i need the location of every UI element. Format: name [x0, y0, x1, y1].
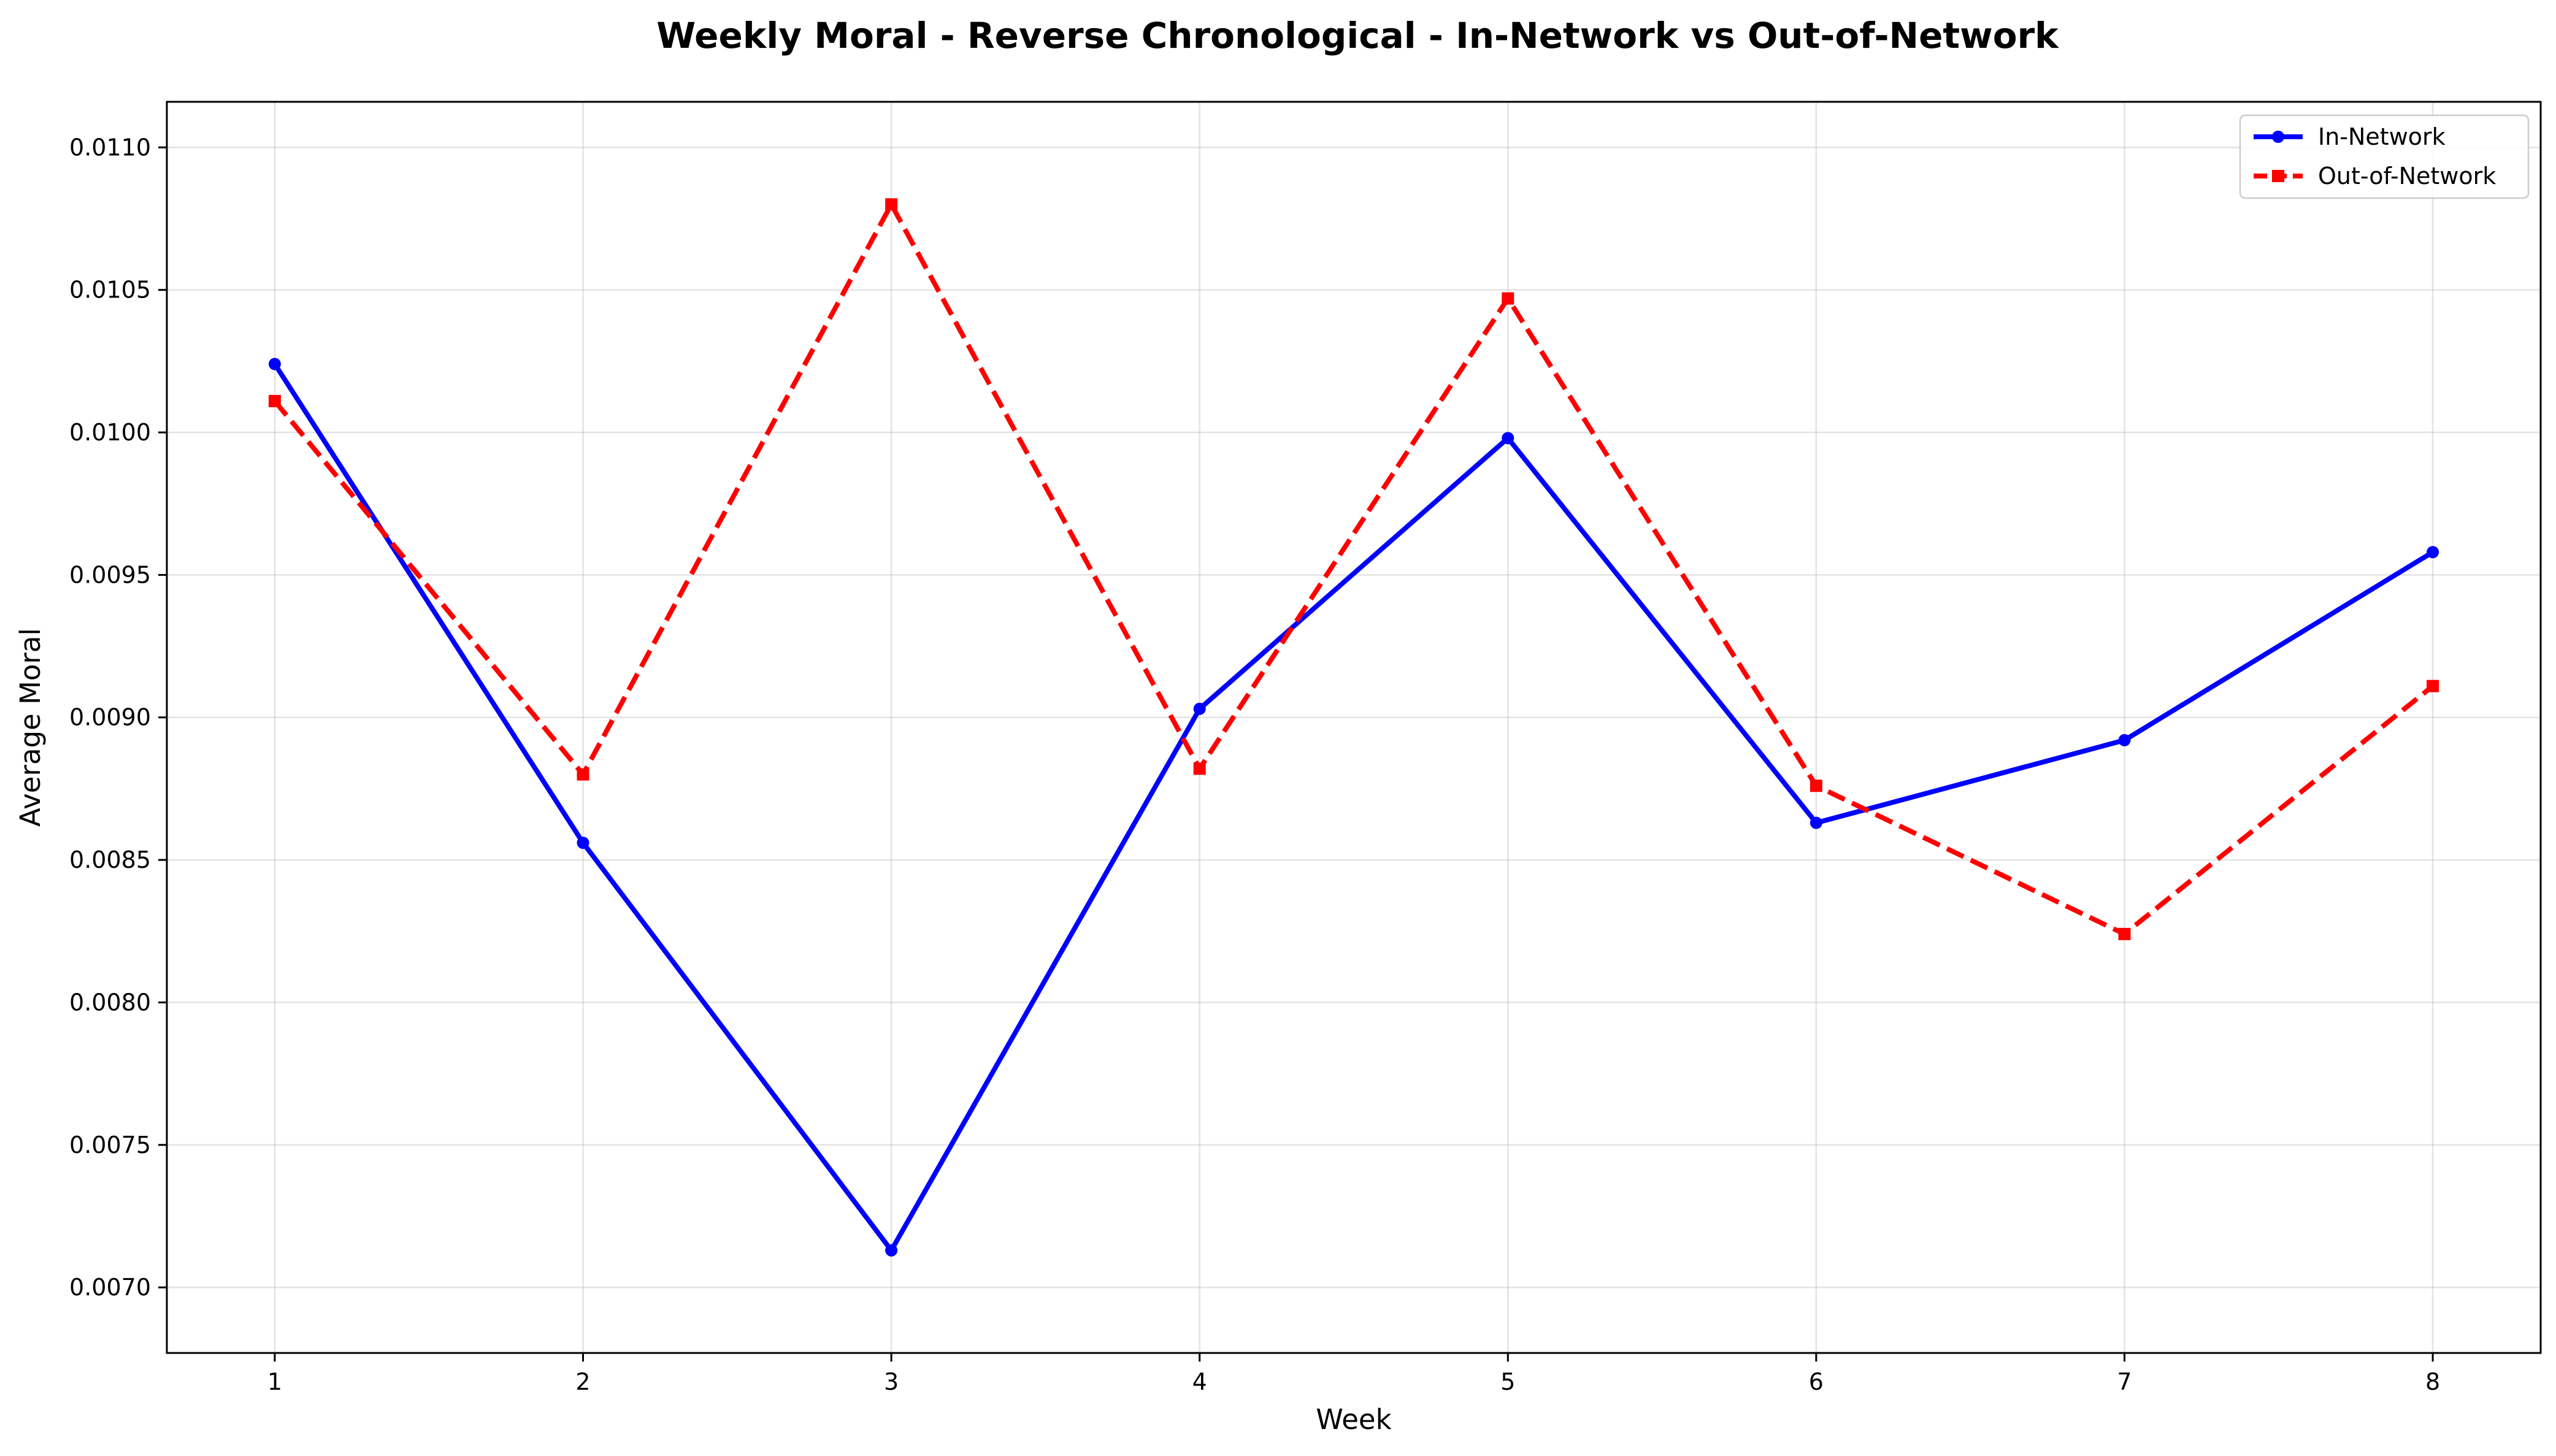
data-point: [1810, 780, 1822, 792]
y-tick-label: 0.0095: [69, 561, 151, 588]
x-tick-label: 1: [267, 1368, 282, 1395]
x-tick-label: 4: [1192, 1368, 1207, 1395]
series-layer: [268, 198, 2439, 1257]
data-point: [885, 198, 898, 211]
y-tick-label: 0.0070: [69, 1274, 151, 1301]
data-point: [577, 768, 589, 781]
x-tick-label: 6: [1809, 1368, 1824, 1395]
data-point: [1193, 762, 1206, 775]
legend-entry: In-Network: [2254, 123, 2446, 150]
plot-area-frame: [166, 101, 2542, 1354]
chart-title: Weekly Moral - Reverse Chronological - I…: [656, 15, 2059, 56]
data-point: [2118, 734, 2131, 746]
axis-ticks: 1 2 3 4 5 6 7 8 0.0070 0.0075 0.0080 0.0085 0.0090 0.…: [69, 134, 2440, 1395]
x-axis-label: Week: [1316, 1403, 1391, 1436]
y-tick-label: 0.0085: [69, 846, 151, 873]
data-point: [268, 358, 281, 370]
legend-marker: [2272, 170, 2284, 182]
legend-box: [2239, 114, 2530, 199]
legend-label: Out-of-Network: [2318, 163, 2496, 190]
legend-marker: [2272, 131, 2284, 143]
y-tick-label: 0.0090: [69, 704, 151, 731]
data-point: [268, 394, 281, 407]
data-point: [885, 1244, 898, 1257]
y-axis-label: Average Moral: [14, 628, 47, 827]
x-tick-label: 2: [575, 1368, 590, 1395]
y-tick-label: 0.0100: [69, 419, 151, 446]
data-point: [2118, 927, 2131, 940]
series-1: [268, 198, 2439, 940]
series-0: [268, 358, 2439, 1257]
data-point: [1810, 816, 1822, 829]
data-point: [2427, 680, 2439, 692]
x-tick-label: 3: [884, 1368, 899, 1395]
legend-label: In-Network: [2318, 123, 2446, 150]
x-tick-label: 7: [2117, 1368, 2132, 1395]
x-tick-label: 5: [1500, 1368, 1515, 1395]
data-point: [1193, 702, 1206, 715]
data-point: [1502, 432, 1514, 445]
y-tick-label: 0.0080: [69, 989, 151, 1016]
series-line: [272, 362, 2435, 1253]
y-tick-label: 0.0105: [69, 277, 151, 304]
series-line: [272, 202, 2435, 937]
data-point: [1502, 292, 1514, 305]
data-point: [2427, 546, 2439, 559]
legend: In-Network Out-of-Network: [2239, 114, 2530, 199]
y-tick-label: 0.0075: [69, 1132, 151, 1159]
x-tick-label: 8: [2425, 1368, 2440, 1395]
y-tick-label: 0.0110: [69, 134, 151, 161]
legend-entry: Out-of-Network: [2254, 163, 2496, 190]
data-point: [577, 837, 589, 849]
